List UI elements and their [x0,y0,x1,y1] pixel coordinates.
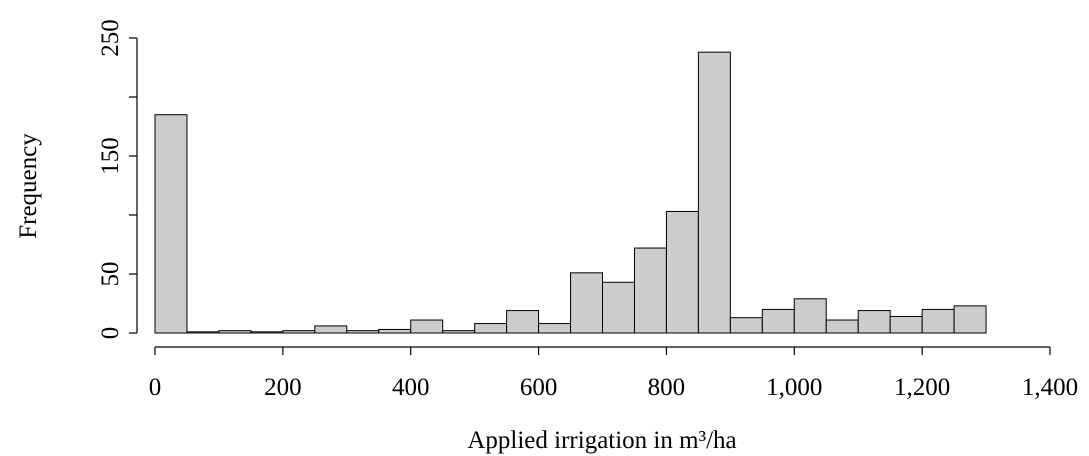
y-tick-label: 150 [97,137,124,175]
bar [282,330,316,334]
bar [314,325,348,334]
x-tick-label: 1,000 [766,374,822,401]
x-tick-label: 200 [264,374,302,401]
bar [346,330,380,334]
x-tick-label: 1,400 [1022,374,1078,401]
bar [825,319,859,334]
bar [889,315,923,334]
x-tick-label: 400 [392,374,430,401]
x-tick-label: 1,200 [894,374,950,401]
bar [538,323,572,334]
bar [442,330,476,334]
y-tick-label: 0 [97,327,124,340]
bar [378,328,412,334]
x-tick-label: 800 [648,374,686,401]
x-tick-label: 0 [149,374,162,401]
bar [186,331,220,334]
bar [410,319,444,334]
bar [857,310,891,334]
bar [729,317,763,334]
bar [953,305,987,334]
bar [218,330,252,334]
y-axis-label: Frequency [15,133,42,239]
bar [570,272,603,334]
bar [506,310,540,334]
bar [793,298,827,334]
bar [665,210,699,334]
x-tick-label: 600 [520,374,558,401]
y-tick-label: 250 [97,19,124,57]
bar [921,308,955,334]
bar [602,281,635,334]
bar [154,114,188,334]
bar [250,331,284,334]
y-tick-label: 50 [97,262,124,287]
x-axis-label: Applied irrigation in m³/ha [467,427,736,454]
bar [474,323,508,334]
bar [697,51,731,334]
bar [761,308,795,334]
bar [633,247,667,334]
